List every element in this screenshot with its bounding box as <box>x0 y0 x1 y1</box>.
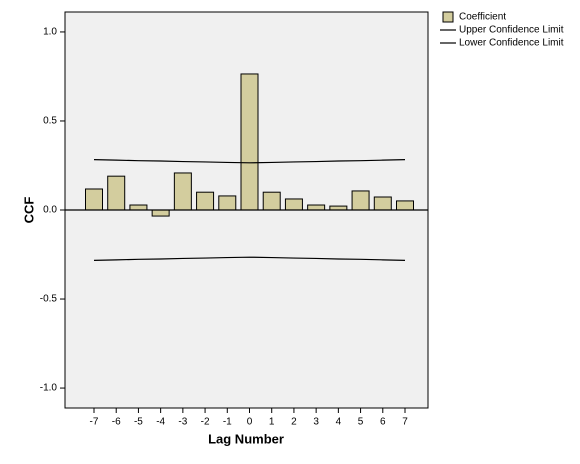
y-tick-label: -0.5 <box>40 294 58 305</box>
bar <box>284 198 303 211</box>
x-tick-label: -2 <box>201 417 210 428</box>
confidence-line <box>93 256 406 261</box>
x-tick-label: 5 <box>358 417 364 428</box>
bar <box>307 204 326 211</box>
x-tick-label: -6 <box>112 417 121 428</box>
bar <box>262 191 281 211</box>
bar <box>173 172 192 211</box>
x-tick-label: 0 <box>247 417 253 428</box>
bar <box>373 196 392 211</box>
x-tick-label: -3 <box>178 417 187 428</box>
legend-label: Lower Confidence Limit <box>459 38 564 49</box>
x-tick-label: -4 <box>156 417 165 428</box>
legend-label: Coefficient <box>459 12 506 23</box>
bar <box>107 175 126 211</box>
x-axis-label: Lag Number <box>208 431 284 446</box>
x-tick-label: -7 <box>90 417 99 428</box>
y-axis-label: CCF <box>21 197 36 224</box>
x-tick-label: 4 <box>336 417 342 428</box>
bar <box>240 73 259 211</box>
bar <box>85 188 103 211</box>
legend-swatch <box>442 11 454 23</box>
x-tick-label: 1 <box>269 417 275 428</box>
bar <box>129 204 148 211</box>
x-tick-label: -5 <box>134 417 143 428</box>
x-tick-label: 2 <box>291 417 297 428</box>
bar <box>151 209 170 217</box>
y-tick-label: 0.0 <box>43 205 57 216</box>
x-tick-label: 7 <box>402 417 408 428</box>
bar <box>218 195 237 211</box>
bar <box>396 200 414 211</box>
y-tick-label: -1.0 <box>40 383 58 394</box>
x-tick-label: -1 <box>223 417 232 428</box>
bar <box>351 190 370 211</box>
y-tick-label: 0.5 <box>43 116 57 127</box>
y-tick-label: 1.0 <box>43 27 57 38</box>
x-tick-label: 6 <box>380 417 386 428</box>
legend-label: Upper Confidence Limit <box>459 25 564 36</box>
bar <box>196 191 215 211</box>
confidence-line <box>93 159 406 164</box>
x-tick-label: 3 <box>313 417 319 428</box>
